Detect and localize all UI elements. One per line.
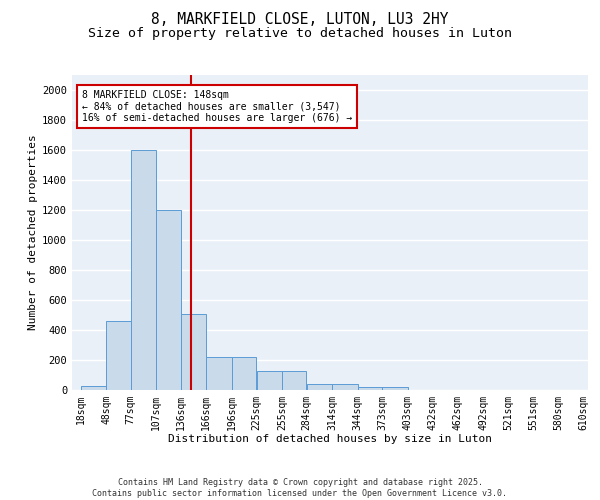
Bar [156, 210, 181, 390]
Bar [382, 387, 407, 390]
Y-axis label: Number of detached properties: Number of detached properties [28, 134, 38, 330]
Bar [131, 150, 156, 390]
Bar [232, 357, 256, 390]
Bar [358, 387, 382, 390]
Bar [206, 357, 232, 390]
X-axis label: Distribution of detached houses by size in Luton: Distribution of detached houses by size … [168, 434, 492, 444]
Text: Size of property relative to detached houses in Luton: Size of property relative to detached ho… [88, 28, 512, 40]
Bar [282, 370, 307, 390]
Text: 8, MARKFIELD CLOSE, LUTON, LU3 2HY: 8, MARKFIELD CLOSE, LUTON, LU3 2HY [151, 12, 449, 28]
Bar [80, 386, 106, 390]
Text: Contains HM Land Registry data © Crown copyright and database right 2025.
Contai: Contains HM Land Registry data © Crown c… [92, 478, 508, 498]
Text: 8 MARKFIELD CLOSE: 148sqm
← 84% of detached houses are smaller (3,547)
16% of se: 8 MARKFIELD CLOSE: 148sqm ← 84% of detac… [82, 90, 352, 123]
Bar [307, 384, 332, 390]
Bar [181, 314, 206, 390]
Bar [106, 321, 131, 390]
Bar [257, 370, 282, 390]
Bar [332, 384, 358, 390]
